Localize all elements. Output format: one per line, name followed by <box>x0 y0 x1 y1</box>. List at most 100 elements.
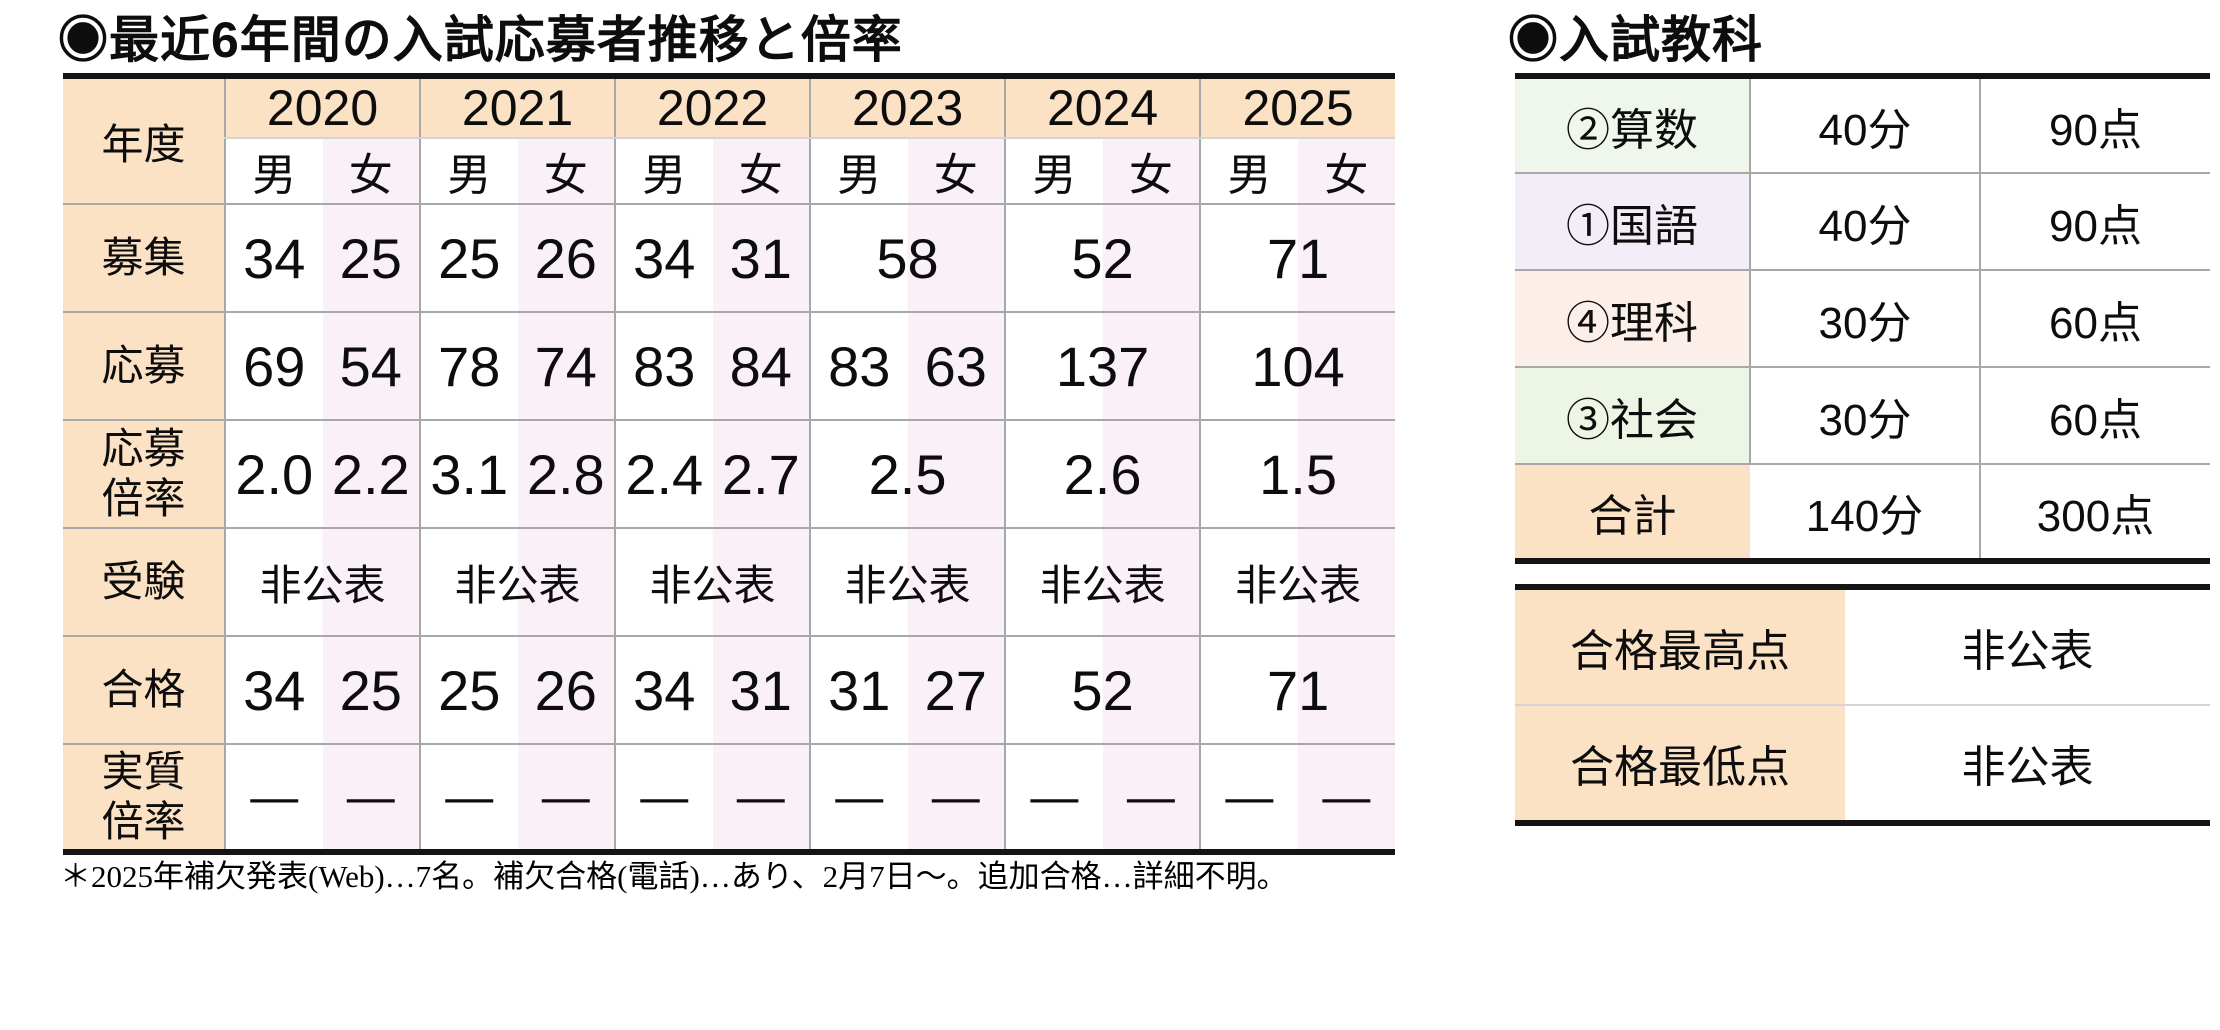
value-cell-merged: 非公表 <box>223 527 421 636</box>
value-cell-male: 34 <box>224 203 323 312</box>
value-cell-male: 83 <box>614 311 713 420</box>
gender-header-male: 男 <box>1199 138 1298 204</box>
gender-header-male: 男 <box>614 138 713 204</box>
value-cell-merged: 71 <box>1199 203 1396 312</box>
value-cell-male: 34 <box>614 203 713 312</box>
value-cell-female: 26 <box>517 203 616 312</box>
value-cell-female: 25 <box>322 635 421 744</box>
value-cell-male: — <box>614 743 713 852</box>
exam-subjects-table: ②算数 40分 90点 ①国語 40分 90点 ④理科 30分 60点 ③社会 30分 60点 合計 14… <box>1515 73 2210 564</box>
gender-header-male: 男 <box>419 138 518 204</box>
year-header: 2024 <box>1004 76 1201 139</box>
table-row: 応募 69 54 78 74 83 84 83 63 137 104 <box>63 311 1396 420</box>
value-cell-female: 2.2 <box>322 419 421 528</box>
year-header: 2022 <box>614 76 811 139</box>
value-cell-female: 27 <box>907 635 1006 744</box>
value-cell-merged: 非公表 <box>419 527 616 636</box>
score-label: 合格最低点 <box>1515 704 1845 823</box>
value-cell-male: 3.1 <box>419 419 518 528</box>
value-cell-merged: 非公表 <box>614 527 811 636</box>
table-row: 実質 倍率 — — — — — — — — — — — — <box>63 743 1396 852</box>
subject-label: ④理科 <box>1515 269 1750 367</box>
subject-row: ②算数 40分 90点 <box>1515 76 2210 173</box>
value-cell-male: — <box>1004 743 1103 852</box>
value-cell-female: — <box>322 743 421 852</box>
subject-time: 40分 <box>1749 76 1980 173</box>
value-cell-female: 63 <box>907 311 1006 420</box>
gender-header-male: 男 <box>224 138 323 204</box>
value-cell-merged: 非公表 <box>1199 527 1396 636</box>
row-label: 応募 <box>63 311 226 420</box>
value-cell-merged: 58 <box>809 203 1006 312</box>
value-cell-female: — <box>907 743 1006 852</box>
value-cell-female: 54 <box>322 311 421 420</box>
subject-row: ③社会 30分 60点 <box>1515 366 2210 464</box>
right-section-title: ◉入試教科 <box>1508 12 1763 68</box>
table-row: 応募 倍率 2.0 2.2 3.1 2.8 2.4 2.7 2.5 2.6 1.5 <box>63 419 1396 528</box>
subject-time: 140分 <box>1750 463 1980 561</box>
subject-points: 300点 <box>1979 463 2210 561</box>
score-value: 非公表 <box>1845 704 2210 823</box>
row-label: 合格 <box>63 635 226 744</box>
year-header: 2021 <box>419 76 616 139</box>
year-header: 2020 <box>223 76 421 139</box>
subject-row: ①国語 40分 90点 <box>1515 172 2210 270</box>
row-label: 受験 <box>63 527 226 636</box>
value-cell-merged: 52 <box>1004 203 1201 312</box>
subject-points: 90点 <box>1979 76 2210 173</box>
subject-time: 30分 <box>1749 269 1980 367</box>
subject-row: 合計 140分 300点 <box>1515 463 2210 561</box>
value-cell-female: 25 <box>322 203 421 312</box>
subject-time: 30分 <box>1749 366 1980 464</box>
gender-header-male: 男 <box>809 138 908 204</box>
gender-header-female: 女 <box>1297 138 1396 204</box>
value-cell-male: 78 <box>419 311 518 420</box>
value-cell-male: 69 <box>224 311 323 420</box>
value-cell-male: 34 <box>224 635 323 744</box>
value-cell-female: — <box>712 743 811 852</box>
value-cell-female: 26 <box>517 635 616 744</box>
value-cell-merged: 104 <box>1199 311 1396 420</box>
table-row: 募集 34 25 25 26 34 31 58 52 71 <box>63 203 1396 312</box>
value-cell-male: — <box>1199 743 1298 852</box>
value-cell-female: 31 <box>712 635 811 744</box>
row-label: 募集 <box>63 203 226 312</box>
score-row: 合格最高点 非公表 <box>1515 587 2210 705</box>
value-cell-female: — <box>517 743 616 852</box>
year-header: 2023 <box>809 76 1006 139</box>
subject-label: ①国語 <box>1515 172 1750 270</box>
value-cell-male: — <box>419 743 518 852</box>
value-cell-female: 2.7 <box>712 419 811 528</box>
year-header: 2025 <box>1199 76 1396 139</box>
value-cell-female: — <box>1297 743 1396 852</box>
subject-points: 60点 <box>1979 366 2210 464</box>
gender-header-male: 男 <box>1004 138 1103 204</box>
value-cell-female: 31 <box>712 203 811 312</box>
value-cell-male: 25 <box>419 635 518 744</box>
gender-header-female: 女 <box>1102 138 1201 204</box>
header-row-gender: 男女男女男女男女男女男女 <box>63 138 1396 204</box>
value-cell-merged: 52 <box>1004 635 1201 744</box>
year-corner-label: 年度 <box>63 76 225 204</box>
left-section-title: ◉最近6年間の入試応募者推移と倍率 <box>58 12 903 68</box>
value-cell-female: — <box>1102 743 1201 852</box>
value-cell-male: — <box>809 743 908 852</box>
header-row-years: 年度 2020 2021 2022 2023 2024 2025 <box>63 76 1396 204</box>
subject-row: ④理科 30分 60点 <box>1515 269 2210 367</box>
value-cell-male: 25 <box>419 203 518 312</box>
subject-time: 40分 <box>1749 172 1980 270</box>
value-cell-male: — <box>224 743 323 852</box>
subject-points: 60点 <box>1979 269 2210 367</box>
score-value: 非公表 <box>1845 587 2210 705</box>
row-label: 実質 倍率 <box>63 743 226 852</box>
gender-header-female: 女 <box>517 138 616 204</box>
value-cell-male: 83 <box>809 311 908 420</box>
value-cell-female: 74 <box>517 311 616 420</box>
row-label: 応募 倍率 <box>63 419 226 528</box>
subject-label: ③社会 <box>1515 366 1750 464</box>
value-cell-female: 84 <box>712 311 811 420</box>
value-cell-merged: 2.5 <box>809 419 1006 528</box>
footnote: ＊2025年補欠発表(Web)…7名。補欠合格(電話)…あり、2月7日～。追加合… <box>60 859 1288 894</box>
score-row: 合格最低点 非公表 <box>1515 704 2210 823</box>
value-cell-merged: 137 <box>1004 311 1201 420</box>
